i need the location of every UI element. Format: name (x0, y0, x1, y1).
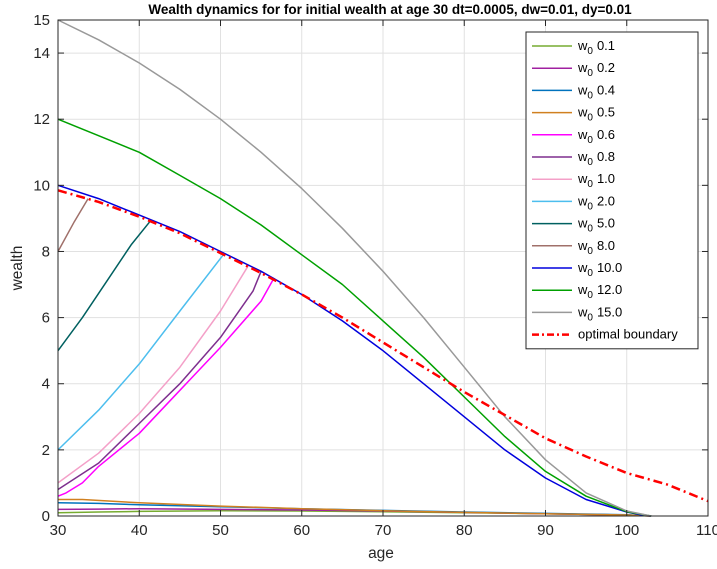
legend-entry: w0 5.0 (577, 216, 615, 235)
series-line-4 (57, 277, 275, 497)
legend-entry: w0 0.5 (577, 105, 615, 124)
legend-prefix: w (577, 260, 588, 275)
legend-prefix: w (577, 149, 588, 164)
legend-subscript: 0 (587, 179, 593, 190)
y-axis-label: wealth (9, 246, 26, 292)
legend-subscript: 0 (587, 46, 593, 57)
legend-entry: optimal boundary (578, 327, 678, 342)
x-tick-label: 80 (456, 522, 473, 539)
legend-prefix: w (577, 238, 588, 253)
legend-prefix: w (577, 105, 588, 120)
legend-subscript: 0 (587, 113, 593, 124)
legend-entry-label: 1.0 (597, 171, 615, 186)
legend-entry-label: 10.0 (597, 260, 622, 275)
x-tick-label: 110 (696, 522, 717, 539)
series-line-11 (57, 118, 652, 517)
legend-entry-label: 0.2 (597, 60, 615, 75)
legend-entry: w0 1.0 (577, 171, 615, 190)
legend-entry: w0 2.0 (577, 193, 615, 212)
legend-subscript: 0 (587, 312, 593, 323)
series-line-12 (57, 19, 652, 517)
chart-title: Wealth dynamics for for initial wealth a… (148, 2, 632, 17)
legend-entry: w0 0.4 (577, 82, 615, 101)
legend-entry-label: 15.0 (597, 304, 622, 319)
legend-subscript: 0 (587, 290, 593, 301)
legend-entry-label: 5.0 (597, 216, 615, 231)
legend-prefix: w (577, 38, 588, 53)
legend-entry: w0 0.6 (577, 127, 615, 146)
legend-subscript: 0 (587, 90, 593, 101)
y-tick-label: 8 (42, 243, 50, 260)
x-tick-label: 30 (50, 522, 67, 539)
legend-entry: w0 0.8 (577, 149, 615, 168)
axis-ticks: 30 40 50 60 70 80 90 100 110 0 2 4 6 8 10 12 14 15 (33, 12, 717, 539)
x-tick-label: 60 (293, 522, 310, 539)
legend-prefix: w (577, 60, 588, 75)
series-line-7 (57, 252, 226, 451)
legend-entry: w0 0.2 (577, 60, 615, 79)
legend-prefix: w (577, 82, 588, 97)
series-group (57, 19, 709, 517)
y-tick-label: 2 (42, 442, 50, 459)
legend-subscript: 0 (587, 135, 593, 146)
y-tick-label: 15 (33, 12, 50, 29)
legend-entry: w0 15.0 (577, 304, 622, 323)
legend-subscript: 0 (587, 246, 593, 257)
y-tick-label: 4 (42, 376, 50, 393)
series-line-13 (57, 189, 709, 503)
y-tick-label: 10 (33, 177, 50, 194)
series-line-10 (57, 184, 652, 517)
x-axis-label: age (368, 545, 394, 562)
x-tick-label: 40 (131, 522, 148, 539)
legend-entry-label: 12.0 (597, 282, 622, 297)
series-line-3 (58, 498, 652, 517)
legend-entry: w0 12.0 (577, 282, 622, 301)
legend-prefix: w (577, 127, 588, 142)
legend-subscript: 0 (587, 68, 593, 79)
series-line-8 (57, 221, 151, 352)
x-tick-label: 90 (537, 522, 554, 539)
legend-entry-label: 0.5 (597, 105, 615, 120)
y-tick-label: 6 (42, 310, 50, 327)
x-tick-label: 50 (212, 522, 229, 539)
legend-prefix: w (577, 193, 588, 208)
legend-box (525, 31, 699, 350)
series-line-5 (57, 271, 262, 491)
legend-prefix: w (577, 216, 588, 231)
legend-entry: w0 8.0 (577, 238, 615, 257)
legend-subscript: 0 (587, 157, 593, 168)
legend-entry-label: 0.8 (597, 149, 615, 164)
legend-entry-label: 0.1 (597, 38, 615, 53)
y-tick-label: 12 (33, 111, 50, 128)
y-tick-label: 14 (33, 45, 50, 62)
series-line-6 (57, 264, 250, 484)
legend-prefix: w (577, 171, 588, 186)
x-tick-label: 70 (375, 522, 392, 539)
legend: w0 0.1w0 0.2w0 0.4w0 0.5w0 0.6w0 0.8w0 1.0w0 2.0… (525, 31, 699, 350)
legend-subscript: 0 (587, 224, 593, 235)
legend-entry-label: 8.0 (597, 238, 615, 253)
legend-entry: w0 0.1 (577, 38, 615, 57)
legend-entry-label: optimal boundary (578, 327, 678, 342)
y-tick-label: 0 (42, 508, 50, 525)
series-line-9 (57, 198, 89, 252)
legend-prefix: w (577, 282, 588, 297)
legend-entry: w0 10.0 (577, 260, 622, 279)
legend-entry-label: 2.0 (597, 193, 615, 208)
x-tick-label: 100 (614, 522, 639, 539)
legend-subscript: 0 (587, 268, 593, 279)
legend-prefix: w (577, 304, 588, 319)
legend-subscript: 0 (587, 201, 593, 212)
legend-entry-label: 0.4 (597, 82, 615, 97)
legend-entry-label: 0.6 (597, 127, 615, 142)
